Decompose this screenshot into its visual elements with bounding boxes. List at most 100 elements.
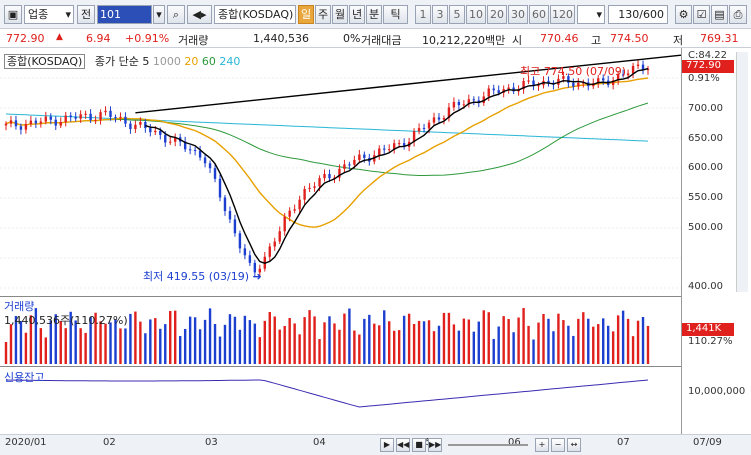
count-field[interactable]: 130/600: [608, 5, 668, 24]
code-input[interactable]: 101: [97, 5, 152, 24]
candle-body: [129, 123, 132, 130]
chart-area[interactable]: [0, 48, 681, 434]
candle-body: [29, 120, 33, 124]
interval-20[interactable]: 20: [487, 5, 507, 24]
volume-bar: [84, 332, 87, 364]
volume-bar: [238, 329, 242, 364]
scrollbar[interactable]: [736, 52, 748, 292]
volume-bar: [532, 339, 535, 364]
candle-body: [64, 115, 67, 123]
interval-10[interactable]: 10: [466, 5, 486, 24]
volume-bar: [233, 316, 237, 364]
candle-body: [482, 96, 485, 103]
candle-body: [253, 262, 257, 273]
main-legend: 종합(KOSDAQ) 종가 단순 5 1000 20 60 240: [4, 53, 240, 69]
ma5-line: [145, 67, 649, 264]
scroll-right-icon[interactable]: ▶: [380, 438, 394, 452]
zoom-slider[interactable]: [448, 444, 528, 446]
low-label: 저: [673, 34, 684, 47]
market-select[interactable]: 업종 ▾: [24, 5, 74, 24]
high-label: 고: [591, 34, 602, 47]
name-field: 종합(KOSDAQ): [214, 5, 296, 24]
stop-icon[interactable]: ■: [412, 438, 426, 452]
x-label: 07: [617, 437, 630, 448]
x-label: 03: [205, 437, 218, 448]
volume-bar: [258, 337, 262, 364]
volume-bar: [472, 331, 476, 364]
candle-body: [258, 268, 262, 273]
volume-bar: [218, 336, 222, 364]
period-minute[interactable]: 분: [366, 5, 382, 24]
volume-bar: [502, 316, 505, 364]
candle-body: [164, 134, 167, 143]
chart-tools-icon[interactable]: ⚙: [675, 5, 692, 24]
zoom-reset-icon[interactable]: ↔: [567, 438, 581, 452]
volume-bar: [139, 321, 142, 364]
print-icon[interactable]: ⎙: [729, 5, 747, 24]
search-icon[interactable]: ⌕: [167, 5, 185, 24]
change-value: 6.94: [86, 32, 111, 45]
zoom-in-icon[interactable]: +: [535, 438, 549, 452]
volume-bar: [288, 318, 291, 364]
rewind-icon[interactable]: ◀◀: [396, 438, 410, 452]
volume-bar: [353, 330, 356, 364]
period-day[interactable]: 일: [298, 5, 314, 24]
save-icon[interactable]: ▤: [711, 5, 728, 24]
volume-bar: [552, 331, 555, 364]
volume-bar: [527, 325, 530, 364]
candle-body: [9, 120, 13, 124]
interval-1[interactable]: 1: [415, 5, 431, 24]
candle-body: [383, 148, 386, 150]
trend-line: [135, 54, 681, 114]
volume-bar: [44, 337, 48, 364]
volume-bar: [397, 330, 401, 364]
interval-60[interactable]: 60: [529, 5, 549, 24]
open-value: 770.46: [540, 32, 579, 45]
candle-body: [392, 143, 396, 150]
volume-bar: [407, 313, 411, 364]
volume-bar: [59, 321, 62, 364]
period-tick[interactable]: 틱: [383, 5, 408, 24]
volume-bar: [507, 319, 510, 364]
candle-body: [183, 141, 187, 150]
candle-body: [39, 121, 43, 124]
volume-bar: [79, 328, 82, 364]
period-week[interactable]: 주: [315, 5, 331, 24]
candle-body: [283, 216, 286, 232]
fast-forward-icon[interactable]: ▶▶: [428, 438, 442, 452]
volume-pct-label: 110.27%: [688, 336, 733, 347]
zoom-out-icon[interactable]: −: [551, 438, 565, 452]
period-month[interactable]: 월: [332, 5, 348, 24]
x-label-right: 07/09: [693, 437, 722, 448]
ma-label: 종가 단순 5: [94, 55, 150, 68]
interval-30[interactable]: 30: [508, 5, 528, 24]
volume-bar: [203, 319, 207, 364]
high-annotation: 최고 774.50 (07/09): [520, 65, 627, 78]
candle-body: [94, 119, 97, 121]
type-button[interactable]: 전: [77, 5, 95, 24]
candle-body: [492, 88, 495, 91]
window-icon[interactable]: ▣: [4, 5, 22, 24]
period-year[interactable]: 년: [349, 5, 365, 24]
candle-body: [641, 64, 645, 71]
candle-body: [537, 85, 540, 87]
volume-bar: [482, 310, 485, 364]
volume-bar: [492, 338, 495, 364]
amount-label: 거래대금: [361, 34, 402, 47]
ma60-line: [5, 102, 649, 176]
chevron-down-icon[interactable]: ▾: [153, 5, 165, 24]
volume-bar: [462, 318, 466, 364]
candle-body: [462, 104, 466, 106]
speaker-icon[interactable]: ◀▸: [187, 5, 212, 24]
interval-input[interactable]: ▾: [577, 5, 605, 24]
checkbox-icon[interactable]: ☑: [693, 5, 710, 24]
candle-body: [626, 73, 630, 76]
interval-5[interactable]: 5: [449, 5, 465, 24]
interval-120[interactable]: 120: [550, 5, 575, 24]
volume-bar: [49, 320, 52, 364]
candle-body: [119, 116, 122, 118]
candle-body: [149, 128, 152, 133]
x-label: 2020/01: [5, 437, 47, 448]
interval-3[interactable]: 3: [432, 5, 448, 24]
volume-bar: [104, 323, 107, 364]
